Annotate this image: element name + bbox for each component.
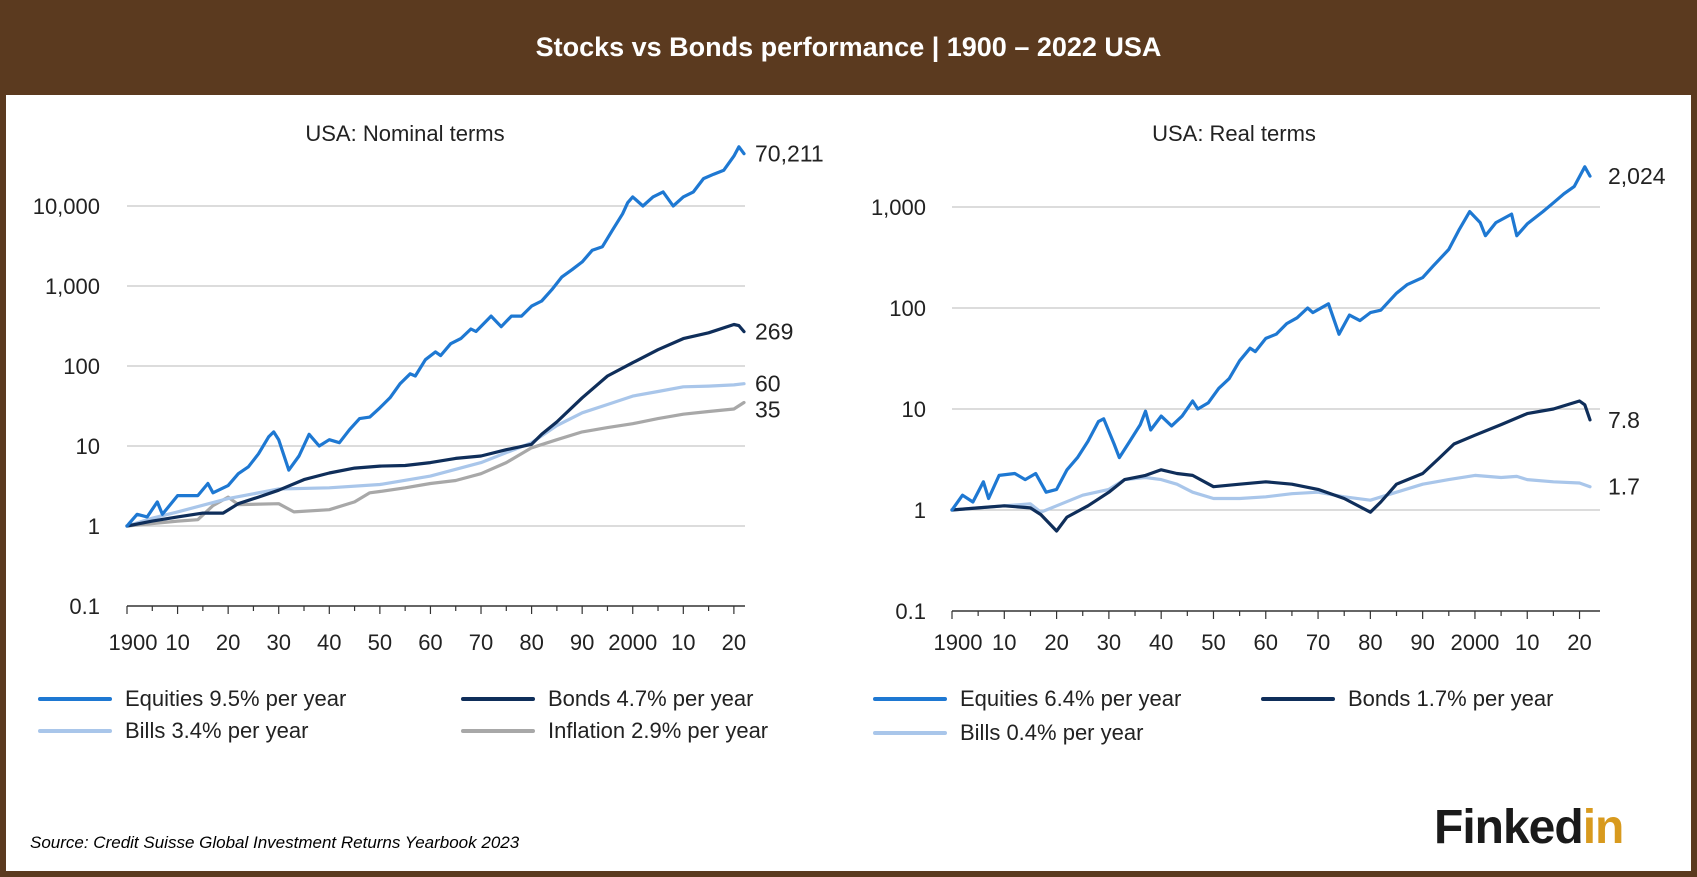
chart1-end-label-equities: 70,211 xyxy=(755,141,824,167)
chart2-xtick-label: 20 xyxy=(1567,630,1591,655)
chart1-xtick-label: 40 xyxy=(317,630,341,655)
chart1-title: USA: Nominal terms xyxy=(305,121,504,146)
chart2-ytick-label: 1,000 xyxy=(871,195,926,220)
chart1-xtick-label: 80 xyxy=(519,630,543,655)
chart2-title: USA: Real terms xyxy=(1152,121,1316,146)
chart2-xtick-label: 70 xyxy=(1306,630,1330,655)
chart1-xtick-label: 20 xyxy=(722,630,746,655)
chart2-legend-label-bills: Bills 0.4% per year xyxy=(960,720,1143,745)
chart2-xtick-label: 1900 xyxy=(934,630,983,655)
chart1-xtick-label: 10 xyxy=(671,630,695,655)
chart1-xtick-label: 90 xyxy=(570,630,594,655)
chart2-xtick-label: 90 xyxy=(1410,630,1434,655)
chart1-legend-label-bills: Bills 3.4% per year xyxy=(125,718,308,743)
chart1-series-line-equities xyxy=(125,145,746,528)
chart1-end-label-bonds: 269 xyxy=(755,319,793,345)
chart2-xtick-label: 10 xyxy=(992,630,1016,655)
chart2-series-line-bills xyxy=(950,473,1592,514)
chart1-xtick-label: 10 xyxy=(165,630,189,655)
chart1-ytick-label: 1,000 xyxy=(45,274,100,299)
brand-logo-accent: in xyxy=(1582,801,1625,854)
chart1-legend-label-inflation: Inflation 2.9% per year xyxy=(548,718,768,743)
chart2-xtick-label: 2000 xyxy=(1450,630,1499,655)
chart1-end-label-inflation: 35 xyxy=(755,397,781,423)
chart1-xtick-label: 30 xyxy=(266,630,290,655)
chart2-ytick-label: 10 xyxy=(902,397,926,422)
chart2-xtick-label: 30 xyxy=(1097,630,1121,655)
chart2-xtick-label: 40 xyxy=(1149,630,1173,655)
chart2-series-line-equities xyxy=(950,165,1592,512)
chart1-xtick-label: 20 xyxy=(216,630,240,655)
brand-logo-main: Finked xyxy=(1434,801,1584,854)
chart1-series-line-inflation xyxy=(125,400,746,528)
chart1-legend-label-bonds: Bonds 4.7% per year xyxy=(548,686,753,711)
chart2-ytick-label: 1 xyxy=(914,498,926,523)
source-note: Source: Credit Suisse Global Investment … xyxy=(30,833,520,852)
chart2-xtick-label: 10 xyxy=(1515,630,1539,655)
page-title: Stocks vs Bonds performance | 1900 – 202… xyxy=(535,31,1162,62)
chart2-legend-label-bonds: Bonds 1.7% per year xyxy=(1348,686,1553,711)
chart1-ytick-label: 100 xyxy=(63,354,100,379)
chart1-end-label-bills: 60 xyxy=(755,371,781,397)
chart2-end-label-equities: 2,024 xyxy=(1608,163,1666,189)
chart2-xtick-label: 80 xyxy=(1358,630,1382,655)
chart2-end-label-bills: 1.7 xyxy=(1608,474,1640,500)
chart1-ytick-label: 0.1 xyxy=(69,594,100,619)
chart1-ytick-label: 1 xyxy=(88,514,100,539)
chart1-xtick-label: 1900 xyxy=(109,630,158,655)
chart1-series-line-bonds xyxy=(125,322,746,528)
chart1-xtick-label: 50 xyxy=(368,630,392,655)
brand-logo: Finkedin xyxy=(1434,800,1625,855)
chart1-ytick-label: 10,000 xyxy=(33,194,100,219)
chart2-xtick-label: 50 xyxy=(1201,630,1225,655)
chart1-xtick-label: 70 xyxy=(469,630,493,655)
chart2-ytick-label: 0.1 xyxy=(895,599,926,624)
chart2-end-label-bonds: 7.8 xyxy=(1608,407,1640,433)
chart2-series-line-bonds xyxy=(950,399,1592,533)
chart2-xtick-label: 60 xyxy=(1254,630,1278,655)
chart2-ytick-label: 100 xyxy=(889,296,926,321)
chart1-xtick-label: 2000 xyxy=(608,630,657,655)
content-panel xyxy=(6,95,1691,871)
chart1-legend-label-equities: Equities 9.5% per year xyxy=(125,686,346,711)
chart2-legend-label-equities: Equities 6.4% per year xyxy=(960,686,1181,711)
chart1-series-line-bills xyxy=(125,382,746,528)
chart1-ytick-label: 10 xyxy=(76,434,100,459)
chart2-xtick-label: 20 xyxy=(1044,630,1068,655)
header-bar: Stocks vs Bonds performance | 1900 – 202… xyxy=(0,0,1697,94)
chart1-xtick-label: 60 xyxy=(418,630,442,655)
